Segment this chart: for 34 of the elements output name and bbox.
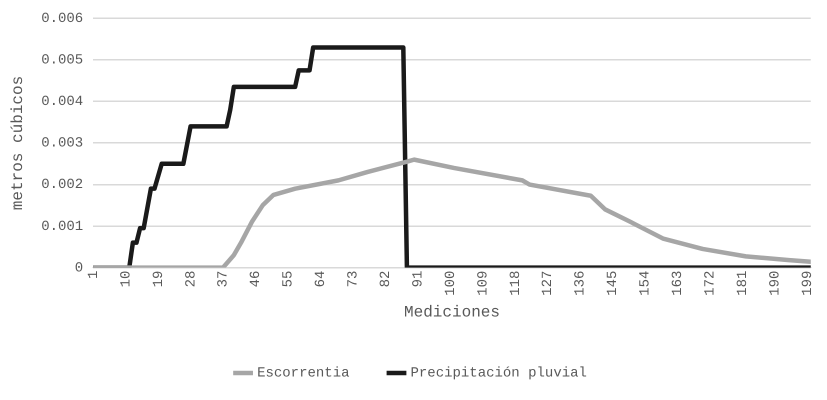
x-tick-label: 154 [638, 270, 654, 296]
x-tick-label: 82 [378, 270, 394, 288]
x-tick-label: 55 [280, 270, 297, 288]
y-tick-label: 0.003 [41, 136, 84, 152]
x-tick-label: 199 [800, 270, 816, 296]
x-tick-label: 136 [572, 270, 589, 296]
x-tick-label: 46 [248, 270, 264, 288]
y-tick-label: 0 [74, 260, 84, 276]
x-tick-label: 172 [702, 270, 719, 296]
y-tick-label: 0.005 [41, 52, 84, 69]
y-tick-label: 0.002 [41, 177, 84, 194]
x-tick-label: 91 [410, 270, 426, 288]
x-tick-label: 118 [508, 270, 524, 296]
x-tick-label: 37 [216, 270, 232, 288]
x-tick-label: 190 [767, 270, 784, 296]
x-tick-label: 28 [183, 270, 200, 288]
legend-label: Escorrentia [257, 366, 350, 382]
y-tick-label: 0.001 [41, 218, 84, 235]
x-tick-label: 181 [734, 270, 751, 296]
x-tick-label: 64 [313, 270, 330, 288]
x-tick-label: 163 [670, 270, 686, 296]
y-tick-label: 0.006 [41, 11, 84, 28]
y-axis-title: metros cúbicos [8, 76, 27, 210]
legend-label: Precipitación pluvial [410, 366, 587, 382]
x-tick-label: 127 [540, 270, 556, 296]
x-tick-label: 109 [475, 270, 492, 296]
x-axis-title: Mediciones [404, 304, 500, 322]
x-tick-label: 19 [150, 270, 167, 288]
x-tick-label: 10 [118, 270, 134, 288]
x-tick-label: 73 [346, 270, 362, 288]
x-tick-label: 145 [605, 270, 622, 296]
x-tick-label: 100 [442, 270, 459, 296]
y-tick-label: 0.004 [41, 94, 84, 110]
x-tick-label: 1 [86, 270, 102, 279]
